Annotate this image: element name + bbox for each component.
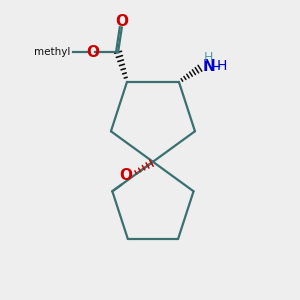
Text: O: O	[115, 14, 128, 28]
Text: O: O	[120, 168, 133, 183]
Text: methyl: methyl	[34, 47, 70, 57]
Text: N: N	[202, 59, 215, 74]
Text: H: H	[204, 51, 214, 64]
Text: H: H	[217, 59, 227, 74]
Text: O: O	[87, 45, 100, 60]
